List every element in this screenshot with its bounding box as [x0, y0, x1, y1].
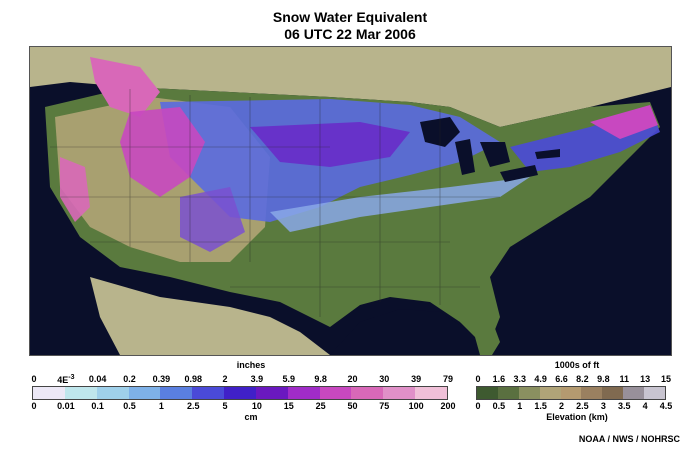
- legend-tick-label: 0.1: [91, 401, 104, 411]
- credit: NOAA / NWS / NOHRSC: [578, 434, 680, 444]
- legend-tick-label: 4.9: [534, 374, 547, 384]
- legend-swatch: [160, 387, 193, 399]
- legend-tick-label: 0.39: [152, 374, 171, 384]
- ft-unit-label: 1000s of ft: [554, 360, 600, 370]
- legend-tick-label: 0: [31, 374, 37, 384]
- legend-tick-label: 4.5: [659, 401, 673, 411]
- snow-cascades: [90, 57, 160, 117]
- lake-erie: [500, 165, 538, 182]
- legend-tick-label: 8.2: [576, 374, 589, 384]
- legend-tick-label: 0.01: [57, 401, 75, 411]
- legend-tick-label: 9.8: [597, 374, 610, 384]
- legend-swatch: [351, 387, 384, 399]
- snow-maine: [590, 105, 658, 139]
- legend-tick-label: 10: [251, 401, 262, 411]
- legend-tick-label: 1: [517, 401, 523, 411]
- snow-water-map: [29, 46, 672, 356]
- legend-tick-label: 1.6: [492, 374, 506, 384]
- legend-swatch: [128, 387, 161, 399]
- legend-tick-label: 2: [222, 374, 228, 384]
- map-graphic: [30, 47, 671, 355]
- legend-swatch: [415, 387, 447, 399]
- legend-tick-label: 0: [475, 401, 481, 411]
- legend-swatch: [255, 387, 288, 399]
- legend-swatch: [64, 387, 97, 399]
- legend-tick-label: 100: [408, 401, 424, 411]
- legend-tick-label: 2: [559, 401, 565, 411]
- elevation-color-bar: [476, 386, 666, 400]
- legend-swatch: [518, 387, 540, 399]
- canada-land: [30, 47, 671, 127]
- snow-colorado: [180, 187, 245, 252]
- legend-tick-label: 0.04: [88, 374, 107, 384]
- legend-swatch: [539, 387, 561, 399]
- legend-tick-label: 20: [347, 374, 358, 384]
- elevation-unit-label: Elevation (km): [546, 412, 608, 422]
- map-title: Snow Water Equivalent: [272, 9, 428, 25]
- legend-tick-label: 1.5: [534, 401, 547, 411]
- legend-tick-label: 75: [379, 401, 390, 411]
- lake-michigan: [455, 139, 475, 175]
- legend-swatch: [477, 387, 498, 399]
- legend-tick-label: 4: [642, 401, 648, 411]
- legend-tick-label: 13: [640, 374, 651, 384]
- legend-swatch: [623, 387, 645, 399]
- legend-tick-label: 39: [411, 374, 422, 384]
- legend-tick-label: 0.5: [492, 401, 506, 411]
- legend-tick-label: 5.9: [282, 374, 296, 384]
- legend-tick-label: 79: [442, 374, 453, 384]
- legend-swatch: [602, 387, 624, 399]
- legend-swatch: [96, 387, 129, 399]
- legend-swatch: [644, 387, 666, 399]
- snow-midwest-band: [270, 177, 530, 232]
- legend-tick-label: 3.9: [250, 374, 264, 384]
- legend-tick-label: 2.5: [186, 401, 200, 411]
- legend-swatch: [497, 387, 519, 399]
- legend-tick-label: 2.5: [576, 401, 589, 411]
- legend-tick-label: 30: [379, 374, 390, 384]
- legend-tick-label: 50: [347, 401, 358, 411]
- legend-tick-label: 0.2: [123, 374, 136, 384]
- legend-tick-label: 11: [619, 374, 629, 384]
- legend-tick-label: 0.98: [184, 374, 202, 384]
- legend-tick-label: 200: [440, 401, 456, 411]
- lake-huron: [480, 142, 510, 167]
- legend-tick-label: 6.6: [555, 374, 568, 384]
- legend-swatch: [33, 387, 65, 399]
- cm-unit-label: cm: [244, 412, 258, 422]
- mexico-land: [90, 277, 330, 355]
- snow-color-bar: [32, 386, 448, 400]
- legend-swatch: [560, 387, 582, 399]
- state-borders: [50, 89, 500, 317]
- legend-tick-label: 3.5: [617, 401, 631, 411]
- legend-tick-label: 0: [475, 374, 481, 384]
- legend-tick-label: 3.3: [513, 374, 527, 384]
- snow-deep-plains: [250, 122, 410, 167]
- legend-swatch: [319, 387, 352, 399]
- legend-tick-label: 9.8: [314, 374, 327, 384]
- legend-swatch: [581, 387, 603, 399]
- florida: [460, 315, 500, 355]
- inches-unit-label: inches: [236, 360, 266, 370]
- lake-ontario: [535, 149, 560, 159]
- legend-tick-label: 4E-3: [57, 374, 75, 385]
- legend-tick-label: 3: [600, 401, 606, 411]
- legend-tick-label: 0.5: [123, 401, 136, 411]
- legend-tick-label: 15: [660, 374, 671, 384]
- legend-tick-label: 0: [31, 401, 37, 411]
- snow-sierra: [60, 157, 90, 222]
- map-date: 06 UTC 22 Mar 2006: [284, 26, 416, 42]
- snow-rockies: [120, 107, 205, 197]
- legend-swatch: [192, 387, 225, 399]
- legend-tick-label: 25: [315, 401, 326, 411]
- legend-swatch: [383, 387, 416, 399]
- legend-tick-label: 15: [283, 401, 294, 411]
- gulf-of-mexico: [330, 309, 490, 355]
- legend-tick-label: 1: [158, 401, 164, 411]
- legend-tick-label: 5: [222, 401, 228, 411]
- legend-swatch: [224, 387, 256, 399]
- legend-swatch: [287, 387, 320, 399]
